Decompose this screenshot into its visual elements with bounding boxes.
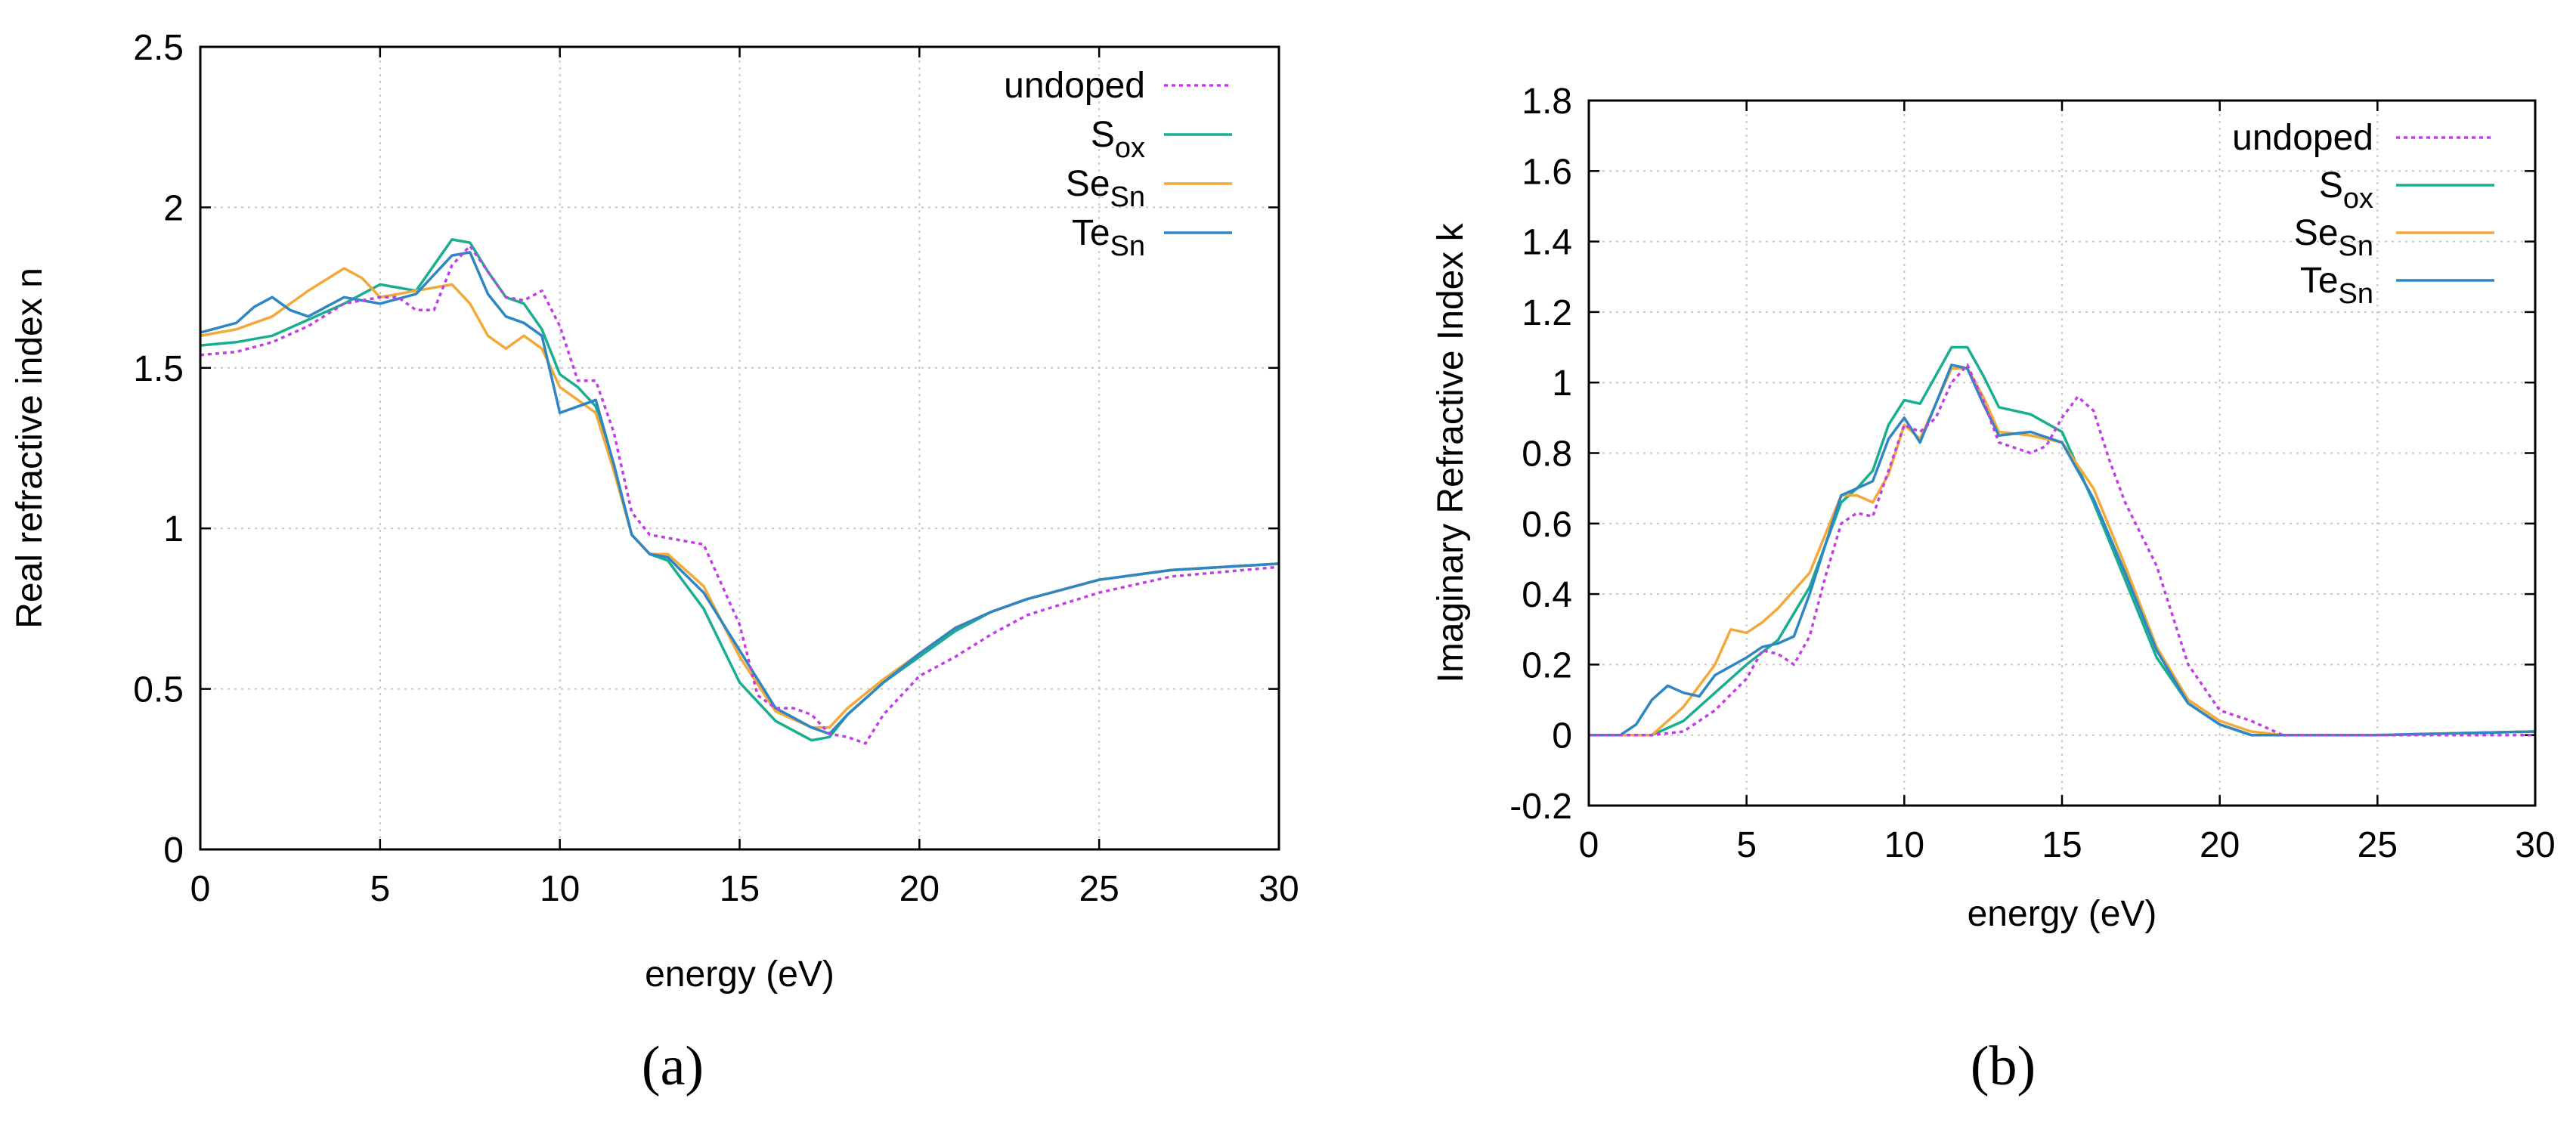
y-axis-label: Real refractive index n: [10, 268, 50, 629]
x-tick-label: 25: [2358, 825, 2398, 865]
chart-panel-b: 0 5 10 15 20 25 30-0.200.20.40.60.811.21.41.61…: [1431, 82, 2556, 934]
plot-frame: [1587, 99, 2537, 807]
y-tick-label: 1.4: [1522, 223, 1572, 263]
x-tick-label: 15: [2042, 825, 2082, 865]
x-tick-label: 30: [1259, 869, 1299, 909]
y-tick-label: 0: [163, 831, 184, 871]
x-axis-label: energy (eV): [1968, 894, 2157, 934]
y-tick-label: 2.5: [133, 28, 184, 68]
y-tick-label: 0.5: [133, 670, 184, 710]
y-tick-label: -0.2: [1509, 787, 1572, 827]
x-tick-label: 10: [1884, 825, 1924, 865]
x-tick-label: 5: [1736, 825, 1757, 865]
series-line-undoped: [1589, 363, 2535, 737]
legend-subscript: ox: [1115, 132, 1145, 164]
legend-label-undoped: undoped: [2232, 118, 2373, 158]
x-tick-label: 20: [2200, 825, 2240, 865]
caption-a: (a): [642, 1035, 704, 1097]
x-tick-label: 0: [190, 869, 211, 909]
legend-subscript: Sn: [2339, 278, 2373, 310]
legend-label-Te_Sn: TeSn: [1072, 213, 1145, 262]
legend-label-Se_Sn: SeSn: [1066, 164, 1145, 213]
caption-b: (b): [1971, 1035, 2036, 1097]
y-tick-label: 0.4: [1522, 575, 1572, 615]
x-tick-label: 10: [540, 869, 580, 909]
y-tick-label: 0.6: [1522, 505, 1572, 545]
y-tick-label: 1: [163, 509, 184, 549]
x-tick-label: 0: [1579, 825, 1599, 865]
x-tick-label: 25: [1079, 869, 1119, 909]
x-tick-label: 30: [2515, 825, 2555, 865]
legend-subscript: Sn: [1110, 181, 1145, 213]
series-line-S_ox: [1589, 345, 2535, 737]
y-tick-label: 0: [1552, 716, 1572, 756]
y-tick-label: 1.2: [1522, 293, 1572, 333]
y-tick-label: 1.5: [133, 349, 184, 389]
y-tick-label: 1: [1552, 363, 1572, 404]
series-line-Te_Sn: [200, 251, 1279, 735]
y-tick-label: 2: [163, 188, 184, 228]
y-tick-label: 0.2: [1522, 645, 1572, 685]
legend-label-Se_Sn: SeSn: [2294, 213, 2373, 262]
legend-subscript: Sn: [2339, 230, 2373, 262]
legend-label-Te_Sn: TeSn: [2300, 261, 2373, 310]
series-line-undoped: [200, 244, 1279, 745]
y-axis-label: Imaginary Refractive Index k: [1431, 222, 1471, 682]
legend-label-S_ox: Sox: [2319, 165, 2373, 215]
legend-label-undoped: undoped: [1004, 66, 1145, 106]
x-tick-label: 20: [899, 869, 940, 909]
legend-subscript: Sn: [1110, 230, 1145, 262]
y-tick-label: 1.6: [1522, 152, 1572, 192]
chart-panel-a: 0 5 10 15 20 25 30 0 0.5 1 1.5 2 2.5 energy (eV) Real …: [10, 28, 1299, 995]
series-line-Te_Sn: [1589, 363, 2535, 737]
y-tick-label: 0.8: [1522, 435, 1572, 475]
plot-frame: [199, 45, 1280, 851]
legend-subscript: ox: [2343, 183, 2373, 215]
x-tick-label: 15: [720, 869, 760, 909]
y-tick-label: 1.8: [1522, 82, 1572, 122]
x-tick-label: 5: [370, 869, 390, 909]
x-axis-label: energy (eV): [645, 954, 834, 995]
